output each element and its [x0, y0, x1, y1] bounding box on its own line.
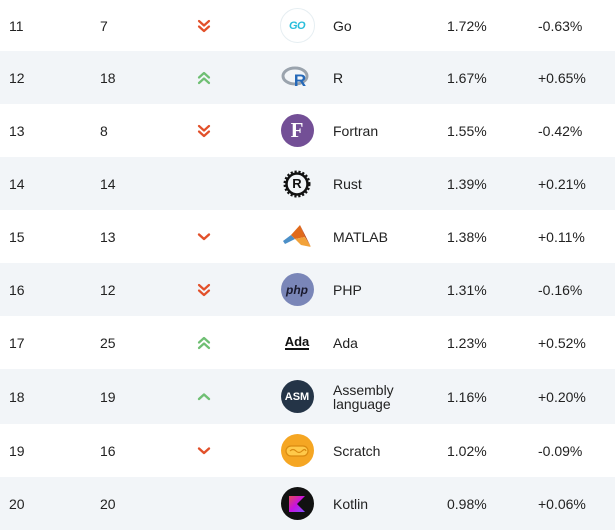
rank-cell: 16 — [9, 281, 25, 298]
table-row: 13 8 F Fortran 1.55% -0.42% — [0, 104, 615, 157]
change-cell: +0.21% — [538, 175, 586, 192]
previous-rank-cell: 8 — [100, 122, 108, 139]
change-cell: +0.52% — [538, 334, 586, 351]
language-name: Rust — [333, 175, 362, 192]
change-cell: +0.06% — [538, 495, 586, 512]
rank-cell: 19 — [9, 442, 25, 459]
language-name: Kotlin — [333, 495, 369, 512]
down-arrow-icon — [190, 424, 218, 477]
change-cell: -0.09% — [538, 442, 583, 459]
rank-cell: 17 — [9, 334, 25, 351]
up-arrow-icon — [190, 369, 218, 424]
table-row: 18 19 ASM Assembly language 1.16% +0.20% — [0, 369, 615, 424]
double-down-arrow-icon — [190, 0, 218, 51]
language-name: Go — [333, 17, 352, 34]
rank-cell: 18 — [9, 388, 25, 405]
rust-logo-icon: R — [281, 167, 314, 200]
rating-cell: 1.38% — [447, 228, 487, 245]
previous-rank-cell: 12 — [100, 281, 116, 298]
table-row: 11 7 GO Go 1.72% -0.63% — [0, 0, 615, 51]
language-name: R — [333, 69, 344, 86]
previous-rank-cell: 13 — [100, 228, 116, 245]
rating-cell: 1.67% — [447, 69, 487, 86]
language-name: Scratch — [333, 442, 381, 459]
language-name: PHP — [333, 281, 362, 298]
previous-rank-cell: 14 — [100, 175, 116, 192]
rank-cell: 20 — [9, 495, 25, 512]
rating-cell: 0.98% — [447, 495, 487, 512]
change-cell: +0.65% — [538, 69, 586, 86]
rating-cell: 1.72% — [447, 17, 487, 34]
language-name: Ada — [333, 334, 358, 351]
rating-cell: 1.31% — [447, 281, 487, 298]
rank-cell: 11 — [9, 17, 24, 34]
change-cell: -0.42% — [538, 122, 583, 139]
table-row: 15 13 MATLAB 1.38% +0.11% — [0, 210, 615, 263]
no-change-indicator — [190, 157, 218, 210]
previous-rank-cell: 19 — [100, 388, 116, 405]
rank-cell: 13 — [9, 122, 25, 139]
rank-cell: 14 — [9, 175, 25, 192]
rank-cell: 15 — [9, 228, 25, 245]
language-name: Fortran — [333, 122, 379, 139]
change-cell: +0.11% — [538, 228, 585, 245]
down-arrow-icon — [190, 210, 218, 263]
table-row: 16 12 php PHP 1.31% -0.16% — [0, 263, 615, 316]
table-row: 14 14 R Rust 1.39% +0.21% — [0, 157, 615, 210]
double-up-arrow-icon — [190, 316, 218, 369]
php-logo-icon: php — [280, 273, 314, 306]
r-logo-icon: R — [281, 61, 314, 94]
double-down-arrow-icon — [190, 104, 218, 157]
go-logo-icon: GO — [279, 8, 315, 43]
rating-cell: 1.16% — [447, 388, 487, 405]
previous-rank-cell: 16 — [100, 442, 116, 459]
language-name: MATLAB — [333, 228, 388, 245]
table-row: 20 20 Kotlin 0.98% +0.06% — [0, 477, 615, 530]
previous-rank-cell: 20 — [100, 495, 116, 512]
change-cell: -0.16% — [538, 281, 583, 298]
double-down-arrow-icon — [190, 263, 218, 316]
fortran-logo-icon: F — [280, 114, 314, 147]
kotlin-logo-icon — [280, 487, 314, 520]
language-name: Assembly language — [333, 381, 394, 412]
previous-rank-cell: 7 — [100, 17, 108, 34]
rating-cell: 1.02% — [447, 442, 487, 459]
ada-logo-icon: Ada — [280, 326, 314, 359]
table-row: 17 25 Ada Ada 1.23% +0.52% — [0, 316, 615, 369]
rating-cell: 1.39% — [447, 175, 487, 192]
matlab-logo-icon — [281, 220, 314, 253]
change-cell: +0.20% — [538, 388, 586, 405]
assembly-logo-icon: ASM — [280, 380, 314, 413]
rating-cell: 1.23% — [447, 334, 487, 351]
change-cell: -0.63% — [538, 17, 583, 34]
previous-rank-cell: 25 — [100, 334, 116, 351]
rank-cell: 12 — [9, 69, 25, 86]
rating-cell: 1.55% — [447, 122, 487, 139]
table-row: 12 18 R R 1.67% +0.65% — [0, 51, 615, 104]
no-change-indicator — [190, 477, 218, 530]
scratch-logo-icon — [280, 434, 314, 467]
previous-rank-cell: 18 — [100, 69, 116, 86]
table-row: 19 16 Scratch 1.02% -0.09% — [0, 424, 615, 477]
double-up-arrow-icon — [190, 51, 218, 104]
